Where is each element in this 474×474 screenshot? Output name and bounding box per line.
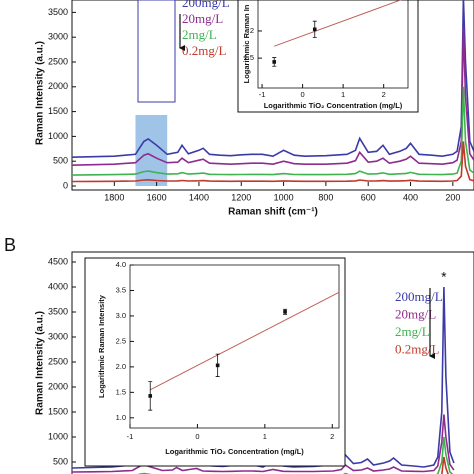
- x-tick-label: 1000: [274, 192, 294, 202]
- x-axis-label: Logarithmic TiO₂ Concentration (mg/L): [165, 447, 304, 456]
- spectrum-line: [72, 27, 474, 166]
- legend-entry: 200mg/L: [182, 0, 230, 10]
- spectrum-line: [72, 414, 455, 473]
- data-point: [148, 394, 153, 398]
- panel: 1.0 1.5 2.0 2.5 3.0 3.5 4.0 -1 0 1 2 Logarithmic Ti…: [84, 257, 346, 467]
- legend-entry: 20mg/L: [395, 306, 436, 321]
- series-group: [72, 0, 474, 183]
- plot-frame: [129, 264, 340, 429]
- y-tick-label: 2500: [48, 356, 68, 366]
- legend-entry: 0.2mg/L: [182, 43, 226, 58]
- spectrum-line: [72, 0, 474, 158]
- peak-marker: *: [441, 269, 447, 285]
- x-tick-label: -1: [259, 90, 266, 99]
- x-tick-label: 400: [403, 192, 418, 202]
- legend-entry: 2mg/L: [182, 27, 217, 42]
- points-group: [148, 291, 339, 411]
- y-tick-label: 1000: [48, 431, 68, 441]
- y-tick-label: 1.5: [244, 53, 254, 62]
- y-tick-label: 2500: [48, 56, 68, 66]
- y-tick-label: 3000: [48, 32, 68, 42]
- y-tick-label: 3000: [48, 331, 68, 341]
- y-tick-label: 1500: [48, 406, 68, 416]
- y-tick-label: 1500: [48, 106, 68, 116]
- legend-entry: 2mg/L: [395, 324, 430, 339]
- y-axis-label: Logarithmic Raman In: [242, 4, 251, 83]
- x-tick-label: 200: [445, 192, 460, 202]
- points-group: [272, 0, 403, 67]
- legend-entry: 200mg/L: [395, 289, 443, 304]
- y-tick-label: 4000: [48, 281, 68, 291]
- y-tick-label: 3.5: [116, 285, 126, 294]
- x-tick-label: 1600: [147, 192, 167, 202]
- x-axis-label: Logarithmic TiO₂ Concentration (mg/L): [264, 101, 403, 110]
- spectrum-line: [72, 141, 474, 183]
- fit-line: [149, 291, 339, 391]
- x-tick-label: 1: [263, 432, 267, 441]
- y-axis-label: Raman Intensity (a.u.): [35, 311, 46, 415]
- y-tick-label: 1000: [48, 131, 68, 141]
- fit-line: [274, 0, 403, 47]
- y-tick-label: 2.5: [116, 336, 126, 345]
- plot-frame: [257, 0, 409, 89]
- y-tick-label: 2000: [48, 381, 68, 391]
- y-axis-label: Logarithmic Raman Intensity: [97, 294, 106, 398]
- panel: 1.5 2 -1 0 1 2 Logarithmic TiO₂ Concentration …: [237, 0, 419, 113]
- y-tick-label: 1.0: [116, 413, 126, 422]
- y-tick-label: 2: [250, 26, 254, 35]
- panel-frame: [237, 0, 419, 113]
- y-tick-label: 3500: [48, 306, 68, 316]
- x-tick-label: 0: [195, 432, 199, 441]
- x-tick-label: 2: [382, 90, 386, 99]
- spectrum-line: [72, 86, 474, 176]
- x-tick-label: 1400: [189, 192, 209, 202]
- x-tick-label: 0: [301, 90, 305, 99]
- data-point: [283, 310, 287, 314]
- panel-label: B: [4, 235, 16, 255]
- legend-entry: 0.2mg/L: [395, 341, 439, 356]
- y-axis-label: Raman Intensity (a.u.): [35, 41, 46, 145]
- y-tick-label: 0: [63, 180, 68, 190]
- y-tick-label: 2000: [48, 81, 68, 91]
- y-tick-label: 1.5: [116, 387, 126, 396]
- data-point: [312, 27, 317, 32]
- data-point: [215, 363, 220, 368]
- y-tick-label: 500: [53, 456, 68, 466]
- x-tick-label: 1: [341, 90, 345, 99]
- y-tick-label: 500: [53, 156, 68, 166]
- x-tick-label: -1: [127, 432, 134, 441]
- data-point: [272, 60, 277, 64]
- y-tick-label: 2.0: [116, 362, 126, 371]
- zoom-box: [137, 0, 176, 103]
- y-tick-label: 4500: [48, 256, 68, 266]
- y-tick-label: 4.0: [116, 260, 126, 269]
- x-tick-label: 1200: [231, 192, 251, 202]
- legend-entry: 20mg/L: [182, 11, 223, 26]
- x-axis-label: Raman shift (cm⁻¹): [228, 207, 318, 218]
- y-tick-label: 3.0: [116, 311, 126, 320]
- x-tick-label: 800: [318, 192, 333, 202]
- panel-frame: [84, 257, 346, 467]
- x-tick-label: 2: [330, 432, 334, 441]
- y-tick-label: 3500: [48, 7, 68, 17]
- x-tick-label: 1800: [104, 192, 124, 202]
- x-tick-label: 600: [361, 192, 376, 202]
